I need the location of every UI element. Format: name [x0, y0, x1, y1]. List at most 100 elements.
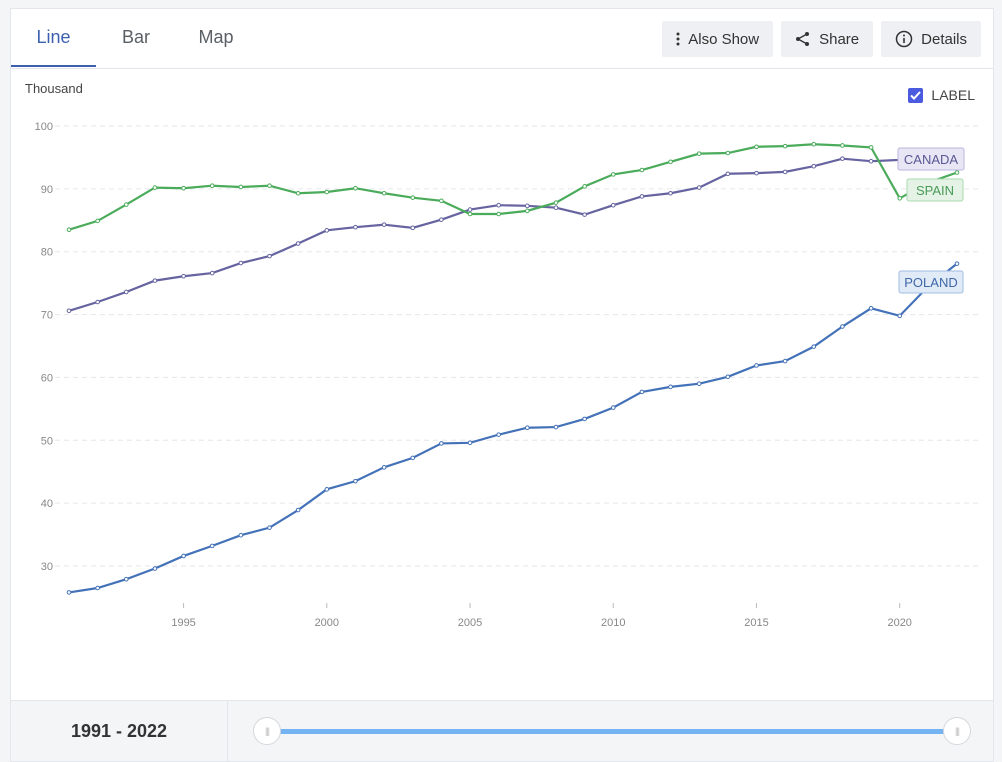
series-label-poland: POLAND — [904, 275, 957, 290]
data-point-spain — [66, 227, 72, 233]
details-label: Details — [921, 30, 967, 48]
data-point-poland — [353, 478, 358, 484]
data-point-canada — [238, 260, 244, 266]
data-point-poland — [868, 305, 874, 311]
data-point-canada — [868, 158, 874, 164]
data-point-poland — [525, 425, 530, 431]
data-point-spain — [209, 183, 215, 189]
y-axis-unit: Thousand — [25, 81, 83, 96]
range-start: 1991 — [70, 721, 111, 741]
share-icon — [795, 31, 811, 47]
data-point-poland — [725, 374, 731, 380]
data-point-poland — [181, 553, 186, 559]
range-end: 2022 — [127, 721, 168, 741]
tab-line[interactable]: Line — [11, 9, 96, 67]
series-line-poland — [68, 262, 958, 594]
data-point-spain — [267, 183, 272, 189]
data-point-canada — [152, 278, 158, 283]
data-point-canada — [811, 163, 817, 169]
series-label-box-canada — [897, 147, 965, 171]
data-point-spain — [496, 211, 501, 217]
data-point-spain — [668, 159, 673, 165]
year-range: 1991 - 2022 — [11, 701, 228, 761]
data-point-spain — [754, 144, 759, 150]
also-show-button[interactable]: Also Show — [662, 21, 774, 57]
data-point-spain — [467, 211, 473, 217]
data-point-poland — [324, 487, 330, 492]
y-tick-label: 70 — [41, 310, 53, 322]
series-label-spain: SPAIN — [916, 183, 954, 198]
data-point-canada — [725, 171, 731, 177]
tab-divider — [11, 68, 993, 69]
data-point-spain — [811, 141, 817, 147]
data-point-canada — [209, 270, 215, 276]
data-point-poland — [467, 440, 473, 446]
data-point-spain — [696, 151, 702, 156]
data-point-canada — [324, 228, 330, 233]
data-point-spain — [897, 195, 903, 201]
data-point-poland — [295, 507, 301, 513]
tab-bar[interactable]: Bar — [121, 27, 150, 47]
share-button[interactable]: Share — [781, 21, 874, 57]
y-tick-label: 30 — [41, 561, 53, 573]
data-point-poland — [582, 416, 587, 422]
series-line-spain — [68, 143, 958, 231]
data-point-poland — [66, 590, 72, 595]
data-point-spain — [324, 189, 330, 195]
data-point-spain — [868, 145, 874, 150]
more-vertical-icon — [676, 32, 680, 46]
series-label-box-spain — [906, 178, 964, 202]
data-point-poland — [381, 465, 387, 470]
data-point-spain — [725, 150, 731, 156]
data-point-canada — [610, 202, 616, 208]
x-tick-label: 2015 — [744, 617, 768, 629]
data-point-spain — [123, 202, 129, 207]
data-point-poland — [668, 384, 673, 390]
data-point-spain — [954, 170, 960, 175]
data-point-spain — [553, 200, 559, 205]
data-point-poland — [840, 324, 845, 329]
data-point-poland — [897, 313, 903, 319]
data-point-spain — [439, 198, 444, 204]
range-bar: 1991 - 2022 ||| ||| — [11, 700, 993, 761]
data-point-spain — [525, 208, 530, 214]
data-point-spain — [353, 185, 358, 191]
share-label: Share — [819, 30, 860, 48]
data-point-canada — [840, 156, 845, 161]
data-point-poland — [95, 585, 100, 591]
data-point-canada — [410, 225, 416, 231]
data-point-canada — [353, 224, 358, 230]
data-point-canada — [582, 212, 587, 217]
data-point-poland — [754, 363, 759, 368]
y-tick-label: 50 — [41, 435, 53, 447]
details-button[interactable]: Details — [881, 21, 981, 57]
x-tick-label: 2005 — [458, 617, 482, 629]
label-toggle[interactable]: LABEL — [908, 87, 975, 103]
data-point-poland — [238, 532, 244, 538]
data-point-canada — [553, 205, 559, 211]
data-point-poland — [123, 576, 129, 582]
series-line-canada — [68, 157, 900, 312]
x-tick-label: 1995 — [171, 617, 195, 629]
x-tick-label: 2020 — [887, 617, 911, 629]
y-tick-label: 100 — [35, 121, 53, 133]
view-tabs: Line Bar Map — [11, 9, 256, 69]
y-tick-label: 80 — [41, 247, 53, 259]
data-point-poland — [696, 381, 702, 387]
data-point-spain — [410, 195, 416, 200]
data-point-canada — [181, 273, 186, 279]
data-point-spain — [152, 185, 158, 190]
range-slider-start-handle[interactable]: ||| — [253, 717, 281, 745]
data-point-canada — [782, 169, 788, 175]
checkbox-icon[interactable] — [908, 87, 924, 103]
data-point-spain — [238, 184, 244, 190]
data-point-spain — [381, 190, 387, 196]
range-slider-track[interactable] — [267, 729, 957, 734]
range-slider-end-handle[interactable]: ||| — [943, 717, 971, 745]
data-point-spain — [639, 167, 645, 173]
y-tick-label: 90 — [41, 184, 53, 196]
data-point-canada — [639, 194, 645, 199]
tab-map[interactable]: Map — [198, 27, 234, 47]
toolbar: Also Show Share Details — [662, 21, 981, 57]
data-point-spain — [295, 190, 301, 196]
